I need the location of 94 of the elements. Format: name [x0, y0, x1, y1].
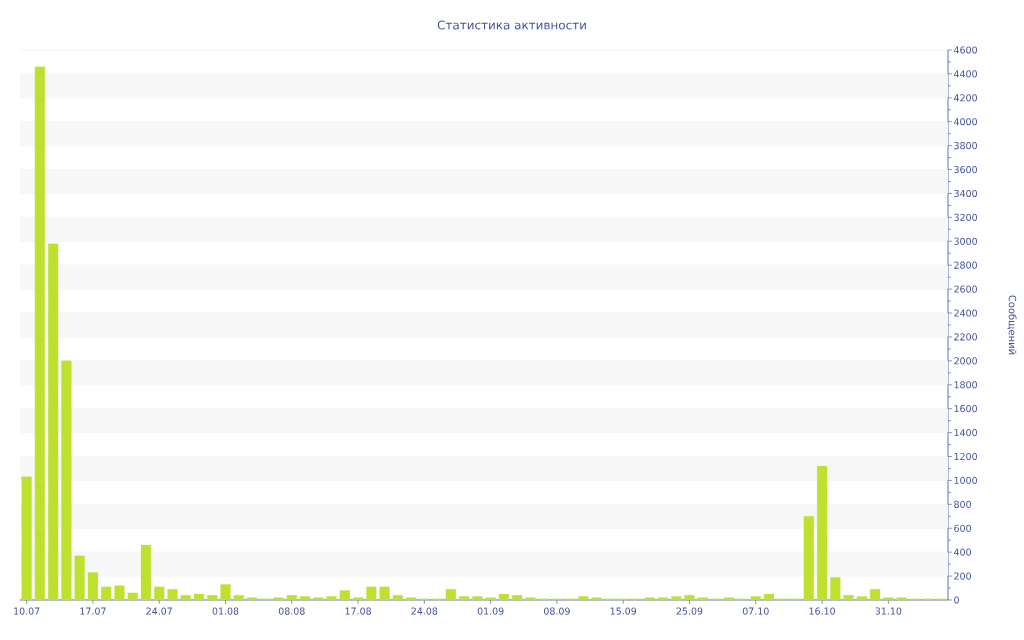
bar [207, 595, 218, 601]
y-tick-label: 1200 [954, 452, 977, 461]
y-tick-label: 2400 [954, 309, 977, 317]
bar [856, 596, 867, 601]
y-tick-label: 3000 [954, 237, 977, 245]
x-tick-label: 25.09 [676, 607, 703, 615]
bar [485, 597, 496, 601]
bar [750, 596, 761, 601]
bar [74, 555, 85, 601]
bar [313, 597, 324, 601]
bar [34, 66, 46, 601]
bar [843, 595, 854, 601]
bar [657, 597, 669, 601]
bar [896, 597, 907, 601]
bar [366, 586, 377, 601]
bar [445, 589, 456, 601]
bar [286, 595, 297, 601]
x-tick-label: 08.08 [278, 607, 305, 615]
bar [763, 593, 775, 601]
y-tick-label: 0 [954, 596, 959, 604]
bar [339, 590, 350, 601]
bar [684, 595, 695, 601]
x-tick-label: 17.07 [80, 607, 106, 615]
bar [61, 360, 72, 601]
x-tick-label: 01.09 [477, 607, 504, 615]
x-tick-label: 16.10 [809, 607, 835, 615]
y-tick-label: 3400 [954, 189, 977, 198]
bar [498, 593, 510, 601]
bar [87, 572, 99, 601]
y-tick-label: 1400 [954, 429, 977, 437]
y-tick-label: 3200 [954, 213, 977, 221]
x-tick-label: 17.08 [345, 607, 371, 615]
y-tick-label: 3600 [954, 165, 977, 174]
bar [379, 586, 390, 601]
bar [644, 597, 655, 601]
y-tick-label: 2600 [954, 285, 977, 293]
bar [101, 586, 112, 601]
bar [48, 243, 59, 601]
y-tick-label: 4200 [953, 94, 977, 102]
bar [220, 584, 231, 601]
y-tick-label: 1800 [954, 381, 977, 389]
chart-title: Статистика активности [437, 20, 586, 30]
y-tick-label: 4400 [953, 70, 977, 78]
bar [724, 597, 735, 601]
x-tick-label: 07.10 [742, 607, 769, 615]
bar [392, 595, 403, 601]
bar [21, 476, 32, 601]
y-tick-label: 800 [954, 500, 971, 508]
bar [167, 589, 178, 601]
bar [816, 465, 828, 601]
y-tick-label: 200 [954, 572, 971, 580]
x-tick-label: 01.08 [212, 607, 239, 615]
bar [299, 596, 311, 601]
y-tick-label: 1000 [954, 476, 977, 484]
y-tick-label: 3800 [954, 142, 977, 150]
x-tick-label: 15.09 [610, 607, 637, 615]
bar [578, 596, 589, 601]
bar [352, 597, 364, 601]
bar [869, 589, 881, 601]
x-tick-label: 31.10 [875, 607, 902, 615]
y-tick-label: 1600 [954, 405, 977, 413]
bar [140, 544, 152, 601]
bar [830, 577, 841, 601]
bar [326, 596, 337, 601]
x-tick-label: 24.08 [411, 607, 438, 615]
x-tick-label: 10.07 [14, 607, 40, 615]
bar [472, 596, 483, 601]
y-tick-label: 600 [954, 524, 971, 532]
bar [512, 595, 523, 601]
bar [233, 595, 244, 601]
x-tick-label: 08.09 [544, 607, 570, 615]
y-tick-label: 2200 [954, 333, 977, 341]
bar [697, 597, 708, 601]
y-tick-label: 400 [953, 548, 971, 556]
bar [273, 597, 284, 601]
y-axis-title: Сообщений [1007, 295, 1017, 355]
bar [154, 586, 165, 601]
bar [459, 596, 470, 601]
bar [114, 585, 125, 601]
bar [127, 592, 138, 601]
bar [591, 597, 602, 601]
bar [193, 593, 205, 601]
bar [405, 597, 417, 601]
bar [246, 597, 258, 601]
bar [671, 596, 682, 601]
y-tick-label: 4000 [953, 118, 977, 126]
bar [803, 516, 814, 601]
bar [525, 597, 536, 601]
bar [883, 597, 894, 601]
x-tick-label: 24.07 [146, 607, 172, 615]
y-tick-label: 4600 [953, 46, 977, 54]
y-tick-label: 2000 [954, 357, 977, 365]
y-tick-label: 2800 [954, 261, 977, 269]
bar [180, 595, 191, 601]
